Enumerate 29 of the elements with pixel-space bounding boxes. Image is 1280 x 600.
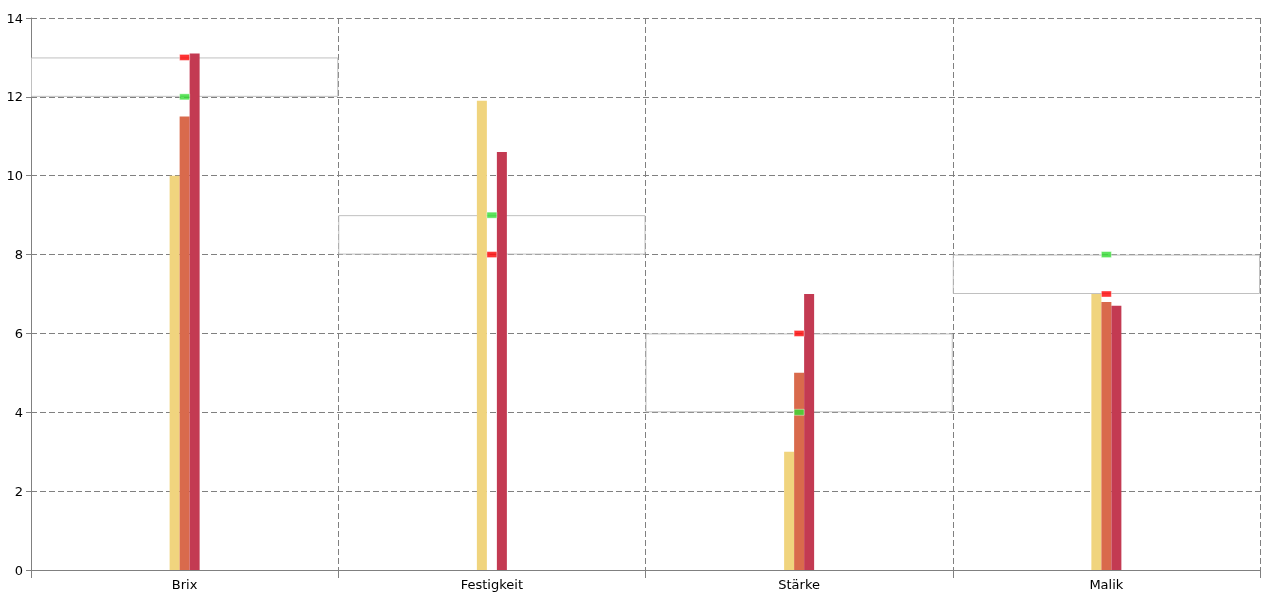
y-tick-label: 8 (14, 247, 23, 263)
y-tick-label: 10 (6, 168, 23, 184)
y-tick-label: 6 (14, 325, 23, 341)
bar (476, 100, 487, 570)
y-tick-label: 14 (6, 10, 23, 26)
bar (645, 333, 953, 413)
bar (804, 294, 815, 570)
bar (784, 451, 795, 570)
bar (179, 116, 190, 570)
x-tick-label: Brix (171, 577, 198, 592)
bar (169, 175, 180, 570)
bar (189, 53, 200, 570)
y-tick-label: 4 (14, 404, 23, 420)
bar (31, 57, 339, 97)
bar (794, 372, 805, 570)
y-tick-label: 0 (14, 562, 23, 578)
bar (338, 215, 646, 255)
y-tick-label: 12 (6, 89, 23, 105)
x-tick-label: Stärke (778, 577, 820, 592)
bar (1091, 294, 1102, 570)
bar (1111, 305, 1122, 570)
y-tick-label: 2 (14, 483, 23, 499)
bar (952, 254, 1260, 294)
bar (1101, 301, 1112, 570)
x-tick-label: Festigkeit (460, 577, 524, 592)
point (1101, 290, 1112, 298)
x-tick-label: Malik (1089, 577, 1124, 592)
bar (496, 152, 507, 570)
point (179, 93, 190, 101)
